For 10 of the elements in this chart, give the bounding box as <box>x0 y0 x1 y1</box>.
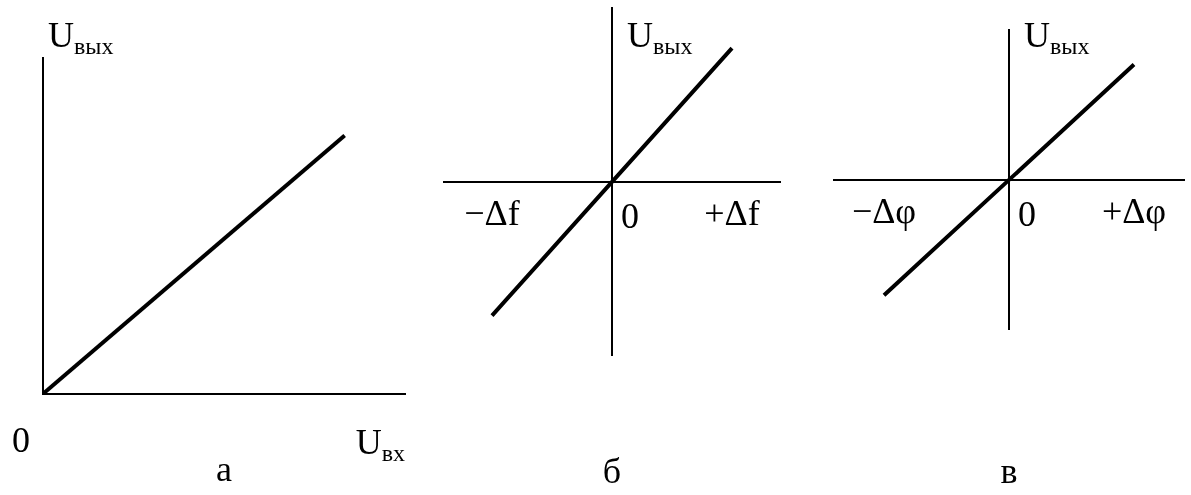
x-tick-label: +Δφ <box>1101 190 1167 231</box>
text: б <box>602 450 622 491</box>
text: в <box>1000 450 1018 491</box>
x-tick-label: 0 <box>1018 193 1036 234</box>
x-tick-label: −Δf <box>464 192 520 233</box>
x-tick-label: −Δφ <box>851 190 917 231</box>
x-tick-label: +Δf <box>704 192 760 233</box>
x-tick-label: 0 <box>621 195 639 236</box>
text: 0 <box>12 419 30 460</box>
text: а <box>216 448 233 489</box>
